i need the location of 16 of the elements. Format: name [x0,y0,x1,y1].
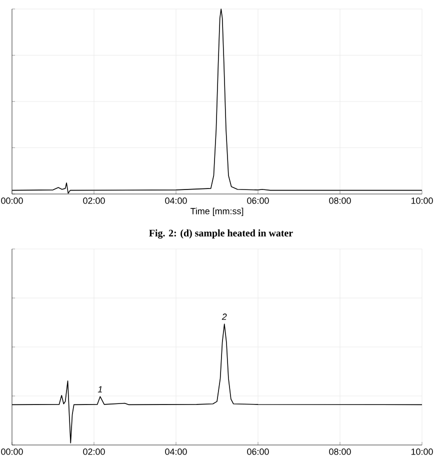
x-tick-label: 08:00 [329,198,351,204]
x-axis-title: Time [mm:ss] [190,208,244,216]
x-tick-label: 02:00 [83,448,105,455]
x-tick-label: 10:00 [411,448,433,455]
x-tick-label: 00:00 [1,448,23,455]
x-tick-label: 04:00 [165,448,187,455]
x-tick-label: 06:00 [247,198,269,204]
x-tick-label: 08:00 [329,448,351,455]
annotation: 1 [98,386,102,392]
caption: Fig. 2: (d) sample heated in water [149,229,293,239]
x-tick-label: 10:00 [411,198,433,204]
x-tick-label: 04:00 [165,198,187,204]
x-tick-label: 02:00 [83,198,105,204]
x-tick-label: 00:00 [1,198,23,204]
x-tick-label: 06:00 [247,448,269,455]
annotation: 2 [222,314,227,320]
